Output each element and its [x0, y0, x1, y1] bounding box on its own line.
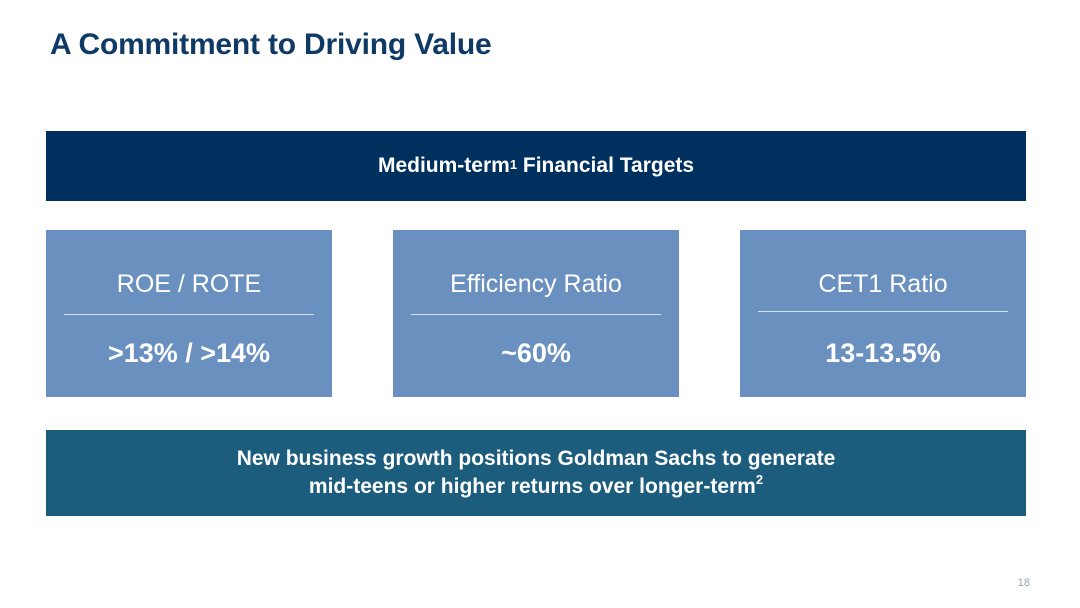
target-card-roe: ROE / ROTE >13% / >14% [46, 230, 332, 397]
growth-statement: New business growth positions Goldman Sa… [46, 430, 1026, 516]
page-number: 18 [1017, 577, 1030, 589]
target-label: ROE / ROTE [116, 270, 262, 298]
target-value: ~60% [501, 338, 571, 368]
card-divider [758, 311, 1008, 312]
card-divider [64, 314, 314, 315]
target-label: Efficiency Ratio [450, 270, 622, 298]
targets-banner: Medium-term 1 Financial Targets [46, 131, 1026, 201]
slide-title: A Commitment to Driving Value [50, 28, 492, 61]
banner-text-end: Financial Targets [517, 154, 695, 177]
target-value: 13-13.5% [825, 338, 941, 368]
banner-text-start: Medium-term [377, 154, 510, 177]
growth-statement-line-1: New business growth positions Goldman Sa… [236, 447, 836, 470]
growth-statement-line-2: mid-teens or higher returns over longer-… [309, 473, 763, 501]
growth-footnote-marker: 2 [755, 472, 764, 487]
card-divider [411, 314, 661, 315]
target-value: >13% / >14% [107, 338, 271, 368]
growth-statement-line-2-text: mid-teens or higher returns over longer-… [308, 475, 756, 498]
target-card-efficiency: Efficiency Ratio ~60% [393, 230, 679, 397]
target-label: CET1 Ratio [818, 270, 948, 298]
target-card-cet1: CET1 Ratio 13-13.5% [740, 230, 1026, 397]
